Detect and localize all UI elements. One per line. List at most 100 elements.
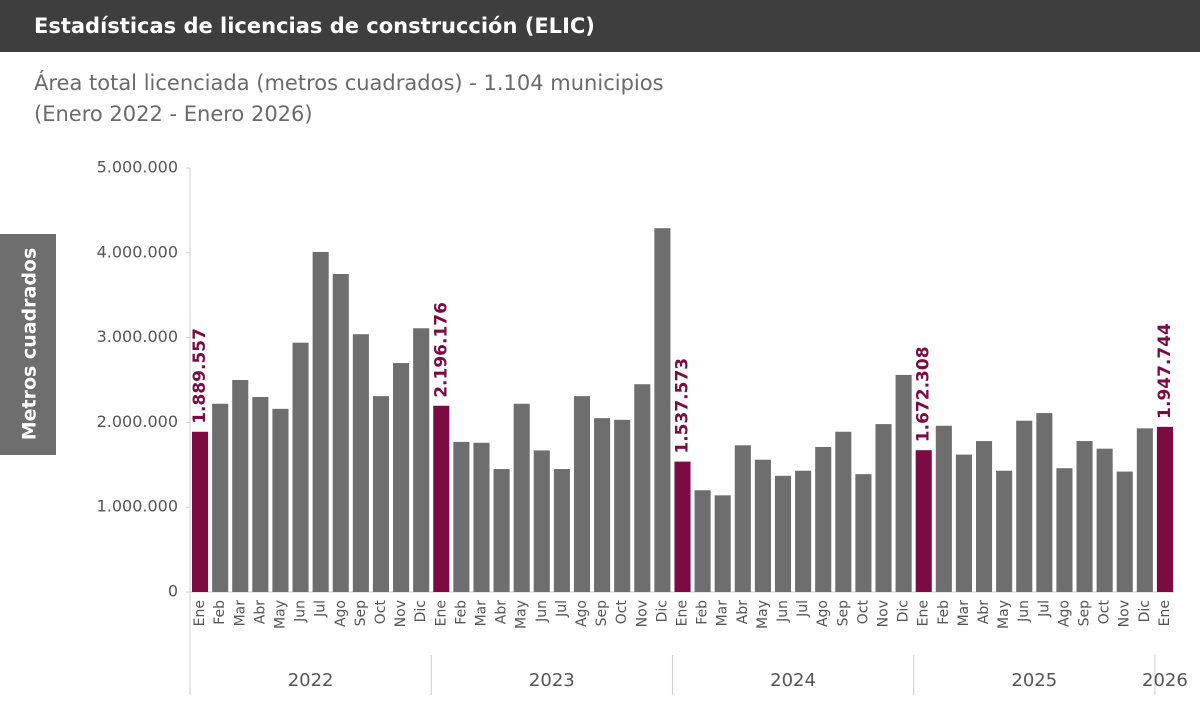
x-tick-label: Mar: [715, 600, 731, 627]
bar: [1076, 441, 1093, 592]
year-label: 2023: [529, 670, 575, 691]
year-label: 2025: [1011, 670, 1057, 691]
x-tick-label: Feb: [936, 600, 952, 625]
x-tick-label: Ago: [574, 600, 590, 627]
bar: [252, 396, 269, 592]
bar: [754, 459, 771, 592]
x-tick-label: Abr: [252, 600, 268, 624]
chart-subtitle: (Enero 2022 - Enero 2026): [34, 102, 313, 126]
x-tick-label: Abr: [976, 600, 992, 624]
bar: [493, 469, 510, 592]
x-tick-label: Mar: [473, 600, 489, 627]
x-tick-label: Jun: [1016, 600, 1032, 623]
value-label: 1.672.308: [914, 346, 934, 442]
y-label-box: [0, 234, 56, 455]
x-tick-label: Nov: [1117, 600, 1133, 627]
bar: [654, 228, 671, 592]
x-tick-label: Sep: [353, 600, 369, 627]
bar: [232, 380, 249, 592]
bar: [714, 495, 731, 592]
value-label: 1.889.557: [190, 328, 210, 424]
x-tick-label: Jul: [554, 600, 570, 618]
x-tick-label: Ene: [1157, 600, 1173, 626]
x-tick-label: Ene: [192, 600, 208, 626]
x-tick-label: Nov: [393, 600, 409, 627]
x-tick-label: Jul: [313, 600, 329, 618]
value-label: 2.196.176: [431, 302, 451, 398]
y-tick-label: 2.000.000: [97, 412, 178, 431]
x-tick-label: Ene: [433, 600, 449, 626]
x-tick-label: Sep: [1077, 600, 1093, 627]
x-tick-label: Feb: [695, 600, 711, 625]
bar: [674, 461, 691, 592]
bar: [513, 403, 530, 592]
bar: [372, 396, 390, 592]
x-tick-label: Dic: [1137, 600, 1153, 622]
bar: [895, 374, 912, 592]
x-tick-label: Jun: [775, 600, 791, 623]
bar: [433, 405, 450, 592]
x-tick-label: Jun: [293, 600, 309, 623]
header-bar: [0, 0, 1200, 52]
bar: [473, 442, 490, 592]
x-tick-label: Feb: [453, 600, 469, 625]
x-tick-label: May: [996, 600, 1012, 629]
bar: [553, 469, 570, 592]
y-tick-label: 4.000.000: [97, 242, 178, 261]
x-tick-label: Oct: [614, 600, 630, 625]
chart-title: Área total licenciada (metros cuadrados)…: [34, 70, 664, 95]
y-tick-label: 1.000.000: [97, 497, 178, 516]
y-axis-label: Metros cuadrados: [19, 248, 41, 441]
bar: [413, 328, 430, 592]
x-tick-label: Oct: [1097, 600, 1113, 625]
x-tick-label: Mar: [956, 600, 972, 627]
bar: [915, 450, 932, 592]
bar: [533, 450, 550, 592]
bar: [614, 419, 631, 592]
bar: [855, 474, 872, 592]
bar: [774, 475, 792, 592]
x-tick-label: Abr: [494, 600, 510, 624]
x-tick-label: Sep: [835, 600, 851, 627]
x-tick-label: Jun: [534, 600, 550, 623]
bar: [594, 418, 611, 592]
bar: [815, 446, 832, 592]
bar: [1016, 420, 1033, 592]
x-tick-label: May: [514, 600, 530, 629]
bar: [795, 470, 812, 592]
bar: [734, 445, 751, 592]
bar: [1036, 413, 1053, 592]
x-tick-label: Abr: [735, 600, 751, 624]
x-tick-label: Ago: [815, 600, 831, 627]
bar: [935, 425, 952, 592]
bar: [955, 454, 972, 592]
bar: [835, 431, 852, 592]
value-label: 1.947.744: [1155, 323, 1175, 419]
x-tick-label: Dic: [654, 600, 670, 622]
x-tick-label: Ago: [1056, 600, 1072, 627]
x-tick-label: Mar: [232, 600, 248, 627]
x-tick-label: Ago: [333, 600, 349, 627]
x-tick-label: Sep: [594, 600, 610, 627]
x-tick-label: Ene: [916, 600, 932, 626]
bar: [1096, 448, 1113, 592]
value-label: 1.537.573: [673, 358, 693, 454]
bar: [975, 441, 993, 592]
bar: [875, 424, 892, 592]
x-tick-label: May: [755, 600, 771, 629]
x-tick-label: Nov: [634, 600, 650, 627]
bar: [312, 251, 329, 592]
x-tick-label: Dic: [413, 600, 429, 622]
bar: [996, 470, 1013, 592]
bar: [212, 403, 229, 592]
bar: [634, 384, 651, 592]
bar: [453, 441, 470, 592]
bar: [272, 408, 289, 592]
x-tick-label: Jul: [1036, 600, 1052, 618]
y-tick-label: 5.000.000: [97, 158, 178, 177]
year-label: 2022: [288, 670, 334, 691]
x-tick-label: Oct: [855, 600, 871, 625]
bar: [1156, 426, 1173, 592]
x-tick-label: Oct: [373, 600, 389, 625]
bar: [393, 363, 410, 592]
